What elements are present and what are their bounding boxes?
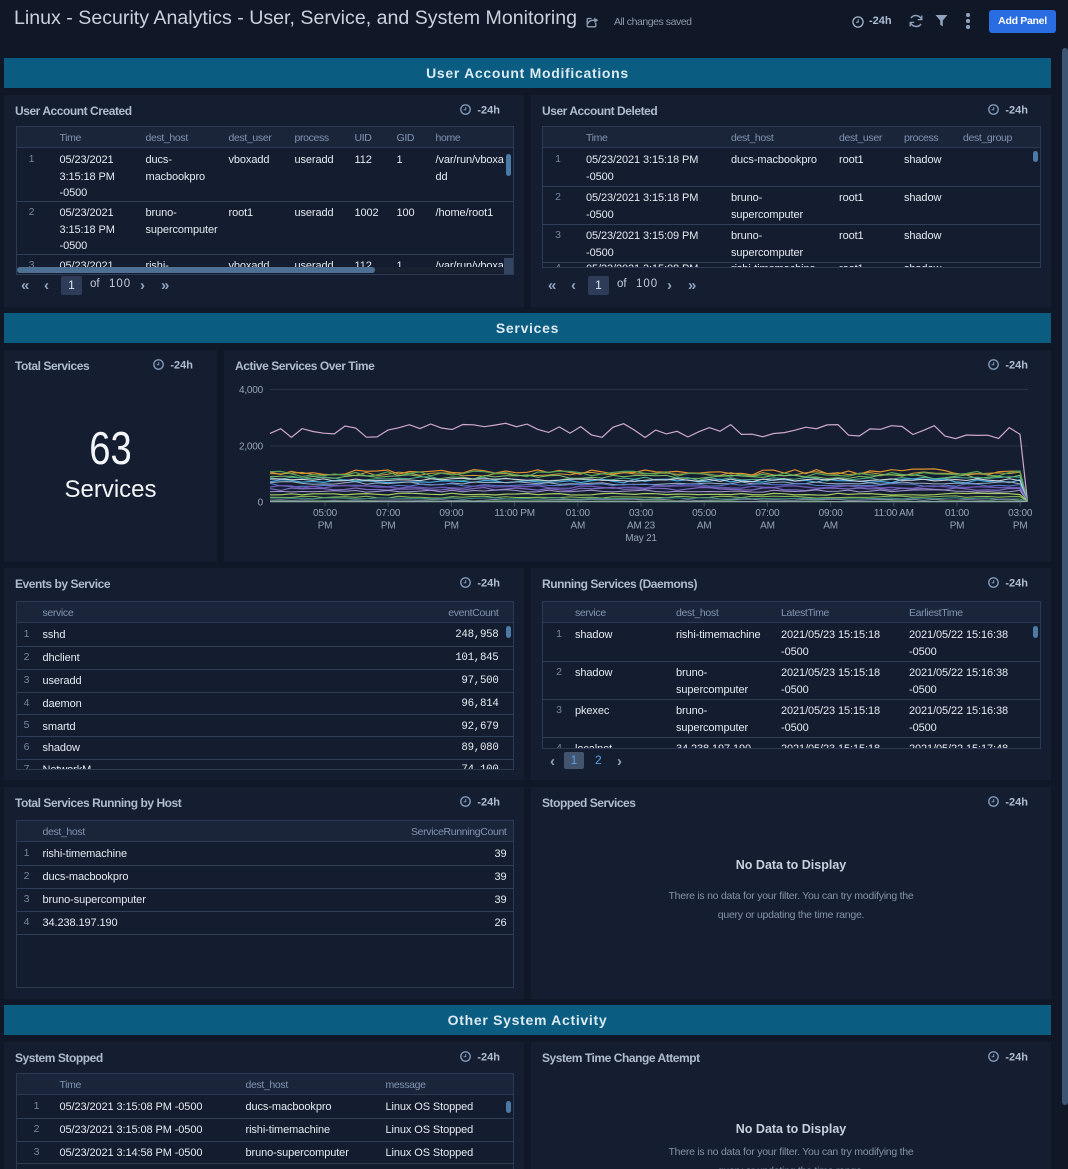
svg-text:0: 0 bbox=[258, 498, 264, 509]
svg-text:AM 23: AM 23 bbox=[627, 521, 656, 532]
svg-text:PM: PM bbox=[1013, 521, 1028, 532]
svg-text:01:00: 01:00 bbox=[945, 508, 970, 519]
svg-text:AM: AM bbox=[570, 521, 585, 532]
svg-text:05:00: 05:00 bbox=[313, 508, 338, 519]
svg-text:4,000: 4,000 bbox=[239, 385, 264, 396]
svg-text:07:00: 07:00 bbox=[755, 508, 780, 519]
svg-text:May 21: May 21 bbox=[625, 533, 657, 544]
svg-text:11:00 AM: 11:00 AM bbox=[874, 508, 914, 519]
svg-text:11:00 PM: 11:00 PM bbox=[494, 508, 534, 519]
svg-text:AM: AM bbox=[697, 521, 712, 532]
svg-text:AM: AM bbox=[760, 521, 775, 532]
svg-text:05:00: 05:00 bbox=[692, 508, 717, 519]
svg-text:09:00: 09:00 bbox=[819, 508, 844, 519]
svg-text:PM: PM bbox=[444, 521, 459, 532]
svg-text:07:00: 07:00 bbox=[376, 508, 401, 519]
svg-text:03:00: 03:00 bbox=[1008, 508, 1033, 519]
svg-text:01:00: 01:00 bbox=[566, 508, 591, 519]
svg-text:PM: PM bbox=[950, 521, 965, 532]
svg-text:09:00: 09:00 bbox=[439, 508, 464, 519]
svg-text:2,000: 2,000 bbox=[239, 442, 264, 453]
svg-text:PM: PM bbox=[381, 521, 396, 532]
svg-text:03:00: 03:00 bbox=[629, 508, 654, 519]
svg-text:AM: AM bbox=[823, 521, 838, 532]
svg-text:PM: PM bbox=[318, 521, 333, 532]
